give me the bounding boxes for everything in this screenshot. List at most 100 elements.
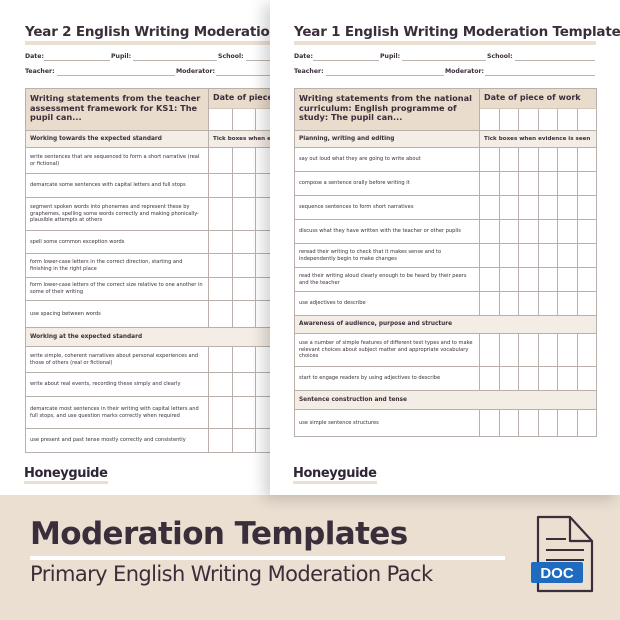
tick-box[interactable] <box>208 173 233 198</box>
tick-box[interactable] <box>557 171 578 196</box>
school-line <box>515 60 595 61</box>
tick-box[interactable] <box>231 197 256 231</box>
tick-box[interactable] <box>479 219 500 244</box>
date-input-box[interactable] <box>231 108 256 131</box>
tick-box[interactable] <box>498 333 519 367</box>
tick-box[interactable] <box>537 366 558 391</box>
tick-box[interactable] <box>479 409 500 437</box>
tick-box[interactable] <box>208 372 233 397</box>
tick-box[interactable] <box>537 171 558 196</box>
date-input-box[interactable] <box>208 108 233 131</box>
date-input-box[interactable] <box>557 108 578 131</box>
tick-box[interactable] <box>557 366 578 391</box>
tick-box[interactable] <box>498 171 519 196</box>
tick-box[interactable] <box>479 291 500 316</box>
tick-box[interactable] <box>576 171 598 196</box>
tick-box[interactable] <box>518 366 539 391</box>
tick-box[interactable] <box>231 428 256 453</box>
tick-box[interactable] <box>208 428 233 453</box>
tick-box[interactable] <box>537 195 558 220</box>
tick-box[interactable] <box>576 195 598 220</box>
tick-box[interactable] <box>518 195 539 220</box>
tick-box[interactable] <box>537 333 558 367</box>
tick-box[interactable] <box>498 409 519 437</box>
tick-box[interactable] <box>231 372 256 397</box>
tick-box[interactable] <box>231 277 256 301</box>
tick-box[interactable] <box>557 195 578 220</box>
tick-box[interactable] <box>518 147 539 172</box>
tick-box[interactable] <box>479 147 500 172</box>
tick-box[interactable] <box>498 291 519 316</box>
tick-box[interactable] <box>208 253 233 278</box>
tick-box[interactable] <box>231 173 256 198</box>
tick-box[interactable] <box>479 366 500 391</box>
tick-box[interactable] <box>518 219 539 244</box>
tick-box[interactable] <box>498 243 519 268</box>
date-input-box[interactable] <box>518 108 539 131</box>
tick-box[interactable] <box>208 346 233 373</box>
tick-box[interactable] <box>576 333 598 367</box>
tick-box[interactable] <box>498 195 519 220</box>
tick-box[interactable] <box>231 230 256 254</box>
tick-box[interactable] <box>518 243 539 268</box>
tick-box[interactable] <box>231 147 256 174</box>
date-input-box[interactable] <box>498 108 519 131</box>
date-input-box[interactable] <box>576 108 598 131</box>
tick-box[interactable] <box>479 195 500 220</box>
tick-box[interactable] <box>537 147 558 172</box>
tick-box[interactable] <box>576 147 598 172</box>
tick-box[interactable] <box>498 147 519 172</box>
tick-box[interactable] <box>518 291 539 316</box>
tick-box[interactable] <box>557 409 578 437</box>
tick-box[interactable] <box>537 219 558 244</box>
tick-box[interactable] <box>518 333 539 367</box>
tick-box[interactable] <box>231 396 256 429</box>
tick-box[interactable] <box>231 300 256 328</box>
tick-box[interactable] <box>537 267 558 292</box>
tick-box[interactable] <box>537 243 558 268</box>
tick-box[interactable] <box>231 253 256 278</box>
statement-text: demarcate most sentences in their writin… <box>25 396 209 429</box>
tick-box[interactable] <box>208 147 233 174</box>
date-line <box>44 60 110 61</box>
table-row: write simple, coherent narratives about … <box>25 346 290 373</box>
section-row: Awareness of audience, purpose and struc… <box>293 315 598 334</box>
tick-box[interactable] <box>518 409 539 437</box>
tick-box[interactable] <box>208 396 233 429</box>
tick-box[interactable] <box>576 291 598 316</box>
date-header: Date of piece of work <box>478 88 598 109</box>
tick-box[interactable] <box>208 230 233 254</box>
tick-box[interactable] <box>557 333 578 367</box>
tick-box[interactable] <box>479 333 500 367</box>
tick-box[interactable] <box>208 277 233 301</box>
tick-box[interactable] <box>576 243 598 268</box>
tick-box[interactable] <box>479 267 500 292</box>
tick-box[interactable] <box>576 409 598 437</box>
tick-box[interactable] <box>518 171 539 196</box>
tick-box[interactable] <box>208 197 233 231</box>
tick-box[interactable] <box>518 267 539 292</box>
tick-box[interactable] <box>498 267 519 292</box>
tick-box[interactable] <box>557 267 578 292</box>
tick-box[interactable] <box>557 219 578 244</box>
date-label: Date: <box>294 53 313 60</box>
tick-box[interactable] <box>576 366 598 391</box>
tick-box[interactable] <box>231 346 256 373</box>
table-row: sequence sentences to form short narrati… <box>294 195 598 220</box>
tick-box[interactable] <box>498 366 519 391</box>
table-row: form lower-case letters in the correct d… <box>25 253 290 278</box>
tick-box[interactable] <box>479 243 500 268</box>
tick-box[interactable] <box>576 219 598 244</box>
tick-box[interactable] <box>557 147 578 172</box>
date-input-box[interactable] <box>479 108 500 131</box>
date-input-box[interactable] <box>537 108 558 131</box>
tick-box[interactable] <box>479 171 500 196</box>
tick-box[interactable] <box>537 409 558 437</box>
tick-box[interactable] <box>576 267 598 292</box>
tick-box[interactable] <box>208 300 233 328</box>
tick-box[interactable] <box>498 219 519 244</box>
tick-box[interactable] <box>557 243 578 268</box>
tick-box[interactable] <box>537 291 558 316</box>
statement-text: say out loud what they are going to writ… <box>294 147 480 172</box>
tick-box[interactable] <box>557 291 578 316</box>
